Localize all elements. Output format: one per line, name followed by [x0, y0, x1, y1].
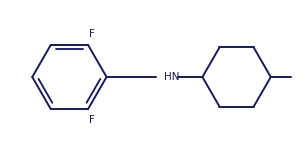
Text: HN: HN	[164, 72, 180, 82]
Text: F: F	[89, 29, 95, 39]
Text: F: F	[89, 115, 95, 125]
